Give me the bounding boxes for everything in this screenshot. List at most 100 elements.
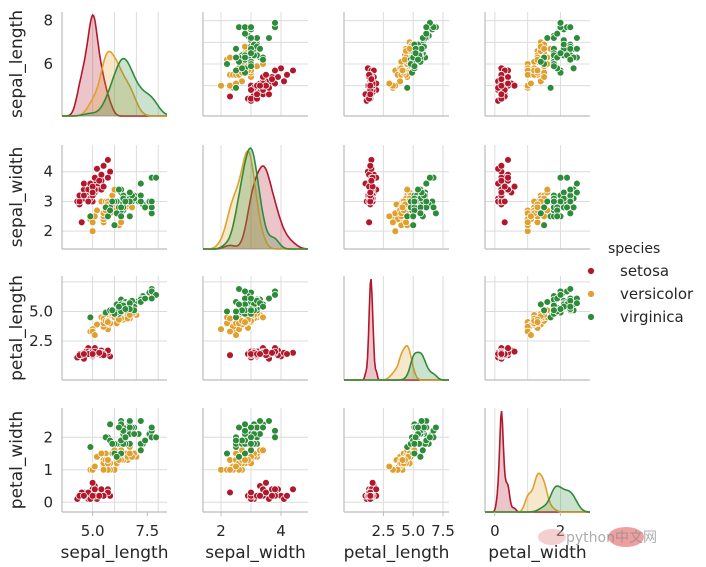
point-virginica (553, 212, 561, 221)
point-versicolor (533, 66, 542, 75)
point-setosa (80, 191, 88, 200)
point-versicolor (527, 212, 535, 221)
point-virginica (414, 185, 422, 194)
point-virginica (117, 212, 125, 221)
legend-entry-setosa: setosa (587, 262, 669, 280)
point-virginica (265, 294, 273, 303)
point-virginica (537, 209, 545, 218)
point-versicolor (385, 79, 394, 88)
point-setosa (253, 90, 261, 99)
kde-area-versicolor (485, 473, 590, 512)
kde-area-versicolor (62, 51, 167, 116)
point-setosa (497, 176, 506, 185)
point-virginica (566, 185, 575, 194)
point-virginica (108, 440, 117, 448)
point-setosa (372, 485, 380, 494)
point-versicolor (385, 462, 394, 471)
point-virginica (422, 29, 431, 38)
panel-sepal_width-vs-sepal_width (202, 145, 308, 250)
point-versicolor (540, 45, 548, 53)
point-setosa (504, 173, 512, 182)
point-virginica (106, 420, 114, 429)
point-virginica (121, 433, 130, 442)
y-axis-label-petal_width: petal_width (7, 411, 27, 509)
point-versicolor (403, 185, 411, 194)
point-setosa (84, 197, 93, 206)
legend-title: species (608, 241, 660, 257)
x-axis-label-sepal_width: sepal_width (205, 543, 306, 563)
point-virginica (247, 433, 255, 442)
point-virginica (247, 34, 255, 42)
point-setosa (283, 492, 291, 500)
point-virginica (409, 221, 417, 229)
legend-marker-virginica (587, 313, 595, 321)
legend: species setosa versicolor virginica (587, 241, 694, 326)
point-virginica (232, 53, 240, 62)
point-virginica (566, 45, 575, 53)
point-setosa (366, 188, 375, 197)
point-virginica (546, 84, 555, 92)
point-versicolor (523, 218, 532, 227)
y-axis-label-sepal_length: sepal_length (7, 10, 27, 118)
panel-petal_length-vs-sepal_width (202, 276, 308, 381)
point-versicolor (523, 71, 532, 79)
point-virginica (265, 34, 273, 42)
point-virginica (152, 173, 160, 182)
kde-line-virginica (62, 57, 168, 117)
point-versicolor (104, 318, 112, 326)
point-setosa (497, 188, 506, 197)
point-setosa (77, 218, 86, 227)
point-setosa (226, 351, 234, 359)
point-setosa (497, 162, 506, 170)
point-virginica (137, 179, 145, 188)
point-setosa (504, 73, 512, 81)
tick-label-y-petal_width: 1 (43, 461, 53, 479)
point-virginica (543, 298, 552, 306)
point-virginica (86, 212, 95, 221)
point-virginica (566, 55, 575, 64)
point-setosa (283, 71, 291, 79)
point-setosa (226, 488, 234, 497)
kde-area-virginica (344, 352, 449, 380)
point-virginica (110, 221, 119, 229)
point-setosa (88, 492, 97, 500)
point-versicolor (543, 185, 552, 194)
point-setosa (256, 81, 264, 90)
point-setosa (289, 349, 297, 357)
point-virginica (271, 291, 279, 299)
point-virginica (115, 423, 123, 432)
point-virginica (232, 45, 240, 53)
point-virginica (422, 23, 431, 31)
point-virginica (238, 64, 246, 73)
point-virginica (241, 29, 249, 38)
point-virginica (235, 300, 243, 309)
point-setosa (262, 488, 270, 497)
point-setosa (99, 182, 108, 191)
point-virginica (271, 19, 279, 27)
point-virginica (537, 300, 545, 309)
legend-label-setosa: setosa (620, 262, 669, 280)
point-versicolor (88, 227, 97, 235)
panel-sepal_width-vs-petal_length (343, 145, 449, 250)
point-versicolor (232, 331, 240, 339)
point-setosa (268, 349, 276, 357)
tick-label-x-petal_width: 0 (490, 522, 500, 540)
point-setosa (88, 350, 97, 358)
point-virginica (130, 430, 138, 438)
point-virginica (141, 294, 149, 303)
point-virginica (241, 287, 249, 296)
x-axis-label-petal_width: petal_width (488, 543, 586, 563)
tick-label-x-petal_length: 5.0 (401, 522, 425, 540)
point-virginica (141, 203, 149, 212)
tick-label-x-petal_length: 7.5 (431, 522, 455, 540)
point-virginica (426, 173, 434, 182)
point-virginica (137, 446, 145, 455)
point-virginica (235, 423, 243, 432)
point-virginica (540, 221, 548, 229)
point-versicolor (104, 456, 112, 464)
point-versicolor (398, 66, 407, 75)
panel-grid (61, 12, 591, 513)
point-virginica (410, 440, 419, 448)
point-virginica (403, 84, 411, 92)
point-virginica (271, 427, 279, 435)
